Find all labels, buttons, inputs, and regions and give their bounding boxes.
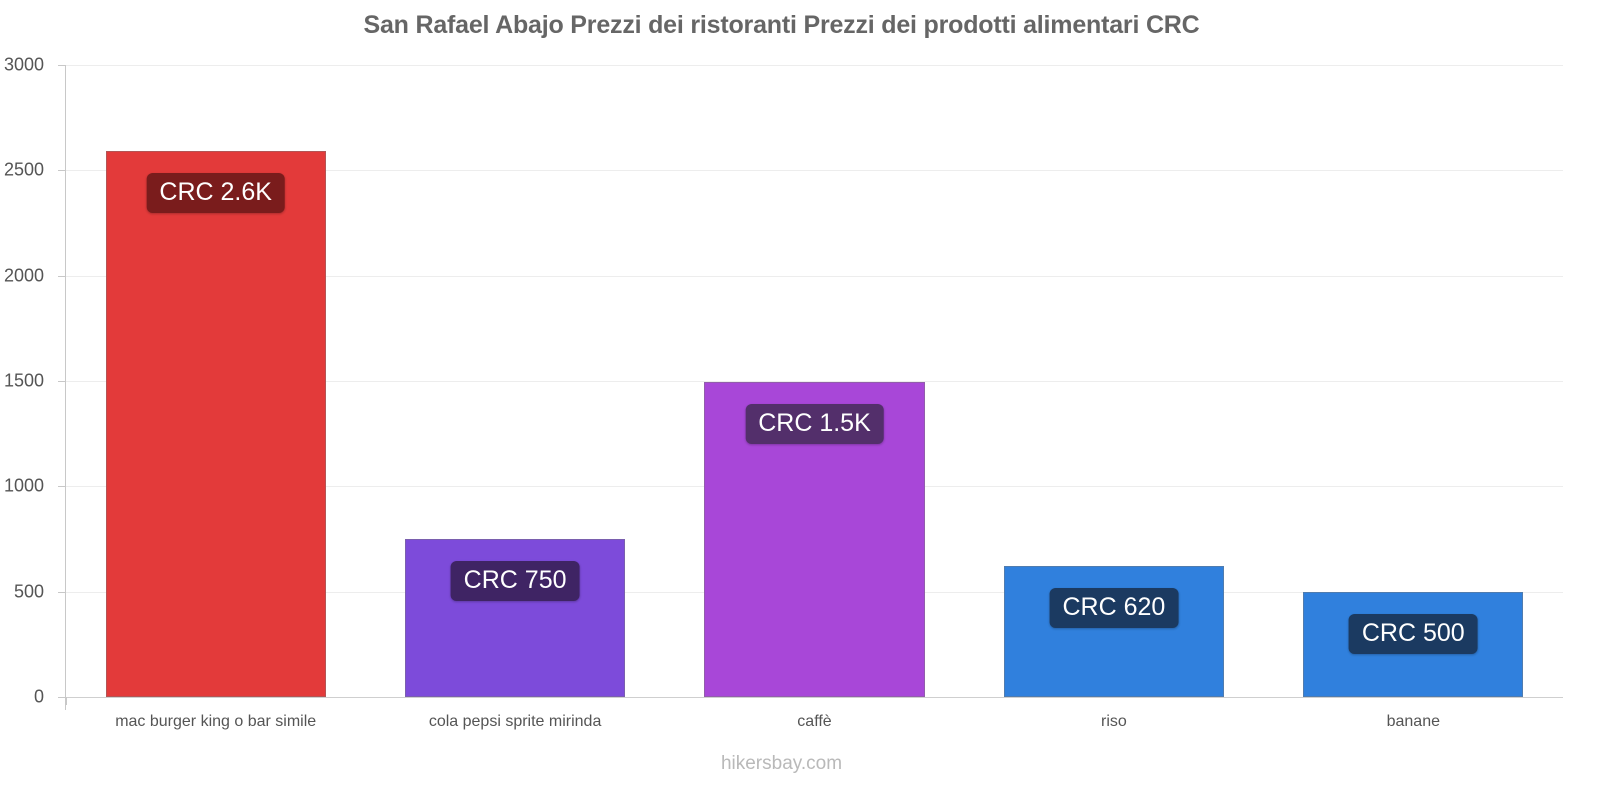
gridline	[66, 697, 1563, 698]
y-axis-tick-mark	[58, 486, 66, 488]
bar-value-label: CRC 620	[1049, 588, 1179, 629]
y-axis-line	[65, 65, 66, 710]
y-axis-tick-label: 2500	[3, 159, 44, 180]
gridline	[66, 275, 1563, 277]
x-axis-category-label: caffè	[797, 713, 832, 730]
y-axis-tick-mark	[58, 65, 66, 66]
x-axis-category-label: banane	[1386, 713, 1440, 730]
y-axis-tick-mark	[58, 591, 66, 593]
bar-value-label: CRC 2.6K	[146, 173, 285, 214]
y-axis-tick-mark	[58, 381, 66, 382]
y-axis-tick-mark	[58, 697, 66, 698]
y-axis-tick-label: 1000	[3, 475, 44, 496]
y-axis-tick-mark	[58, 170, 66, 172]
gridline	[66, 170, 1563, 172]
bar[interactable]	[1003, 566, 1224, 697]
gridline	[66, 65, 1563, 66]
bar-value-label: CRC 500	[1348, 613, 1478, 654]
bar[interactable]	[105, 151, 326, 697]
x-axis-category-label: mac burger king o bar simile	[115, 713, 317, 730]
bar-value-label: CRC 1.5K	[745, 404, 884, 445]
y-axis-tick-label: 0	[33, 686, 44, 707]
x-axis-origin-tick	[66, 697, 67, 705]
y-axis-tick-label: 3000	[3, 54, 44, 75]
y-axis-tick-mark	[58, 275, 66, 277]
bar-value-label: CRC 750	[450, 561, 580, 601]
y-axis-tick-label: 2000	[3, 265, 44, 286]
page-title: San Rafael Abajo Prezzi dei ristoranti P…	[363, 11, 1200, 39]
x-axis-category-label: cola pepsi sprite mirinda	[428, 713, 602, 730]
y-axis-tick-label: 500	[13, 581, 44, 602]
plot-area	[66, 65, 1563, 698]
bar[interactable]	[1303, 591, 1524, 697]
footer-credit: hikersbay.com	[720, 753, 843, 774]
gridline	[66, 381, 1563, 382]
y-axis-tick-label: 1500	[3, 370, 44, 391]
x-axis-category-label: riso	[1101, 713, 1127, 730]
